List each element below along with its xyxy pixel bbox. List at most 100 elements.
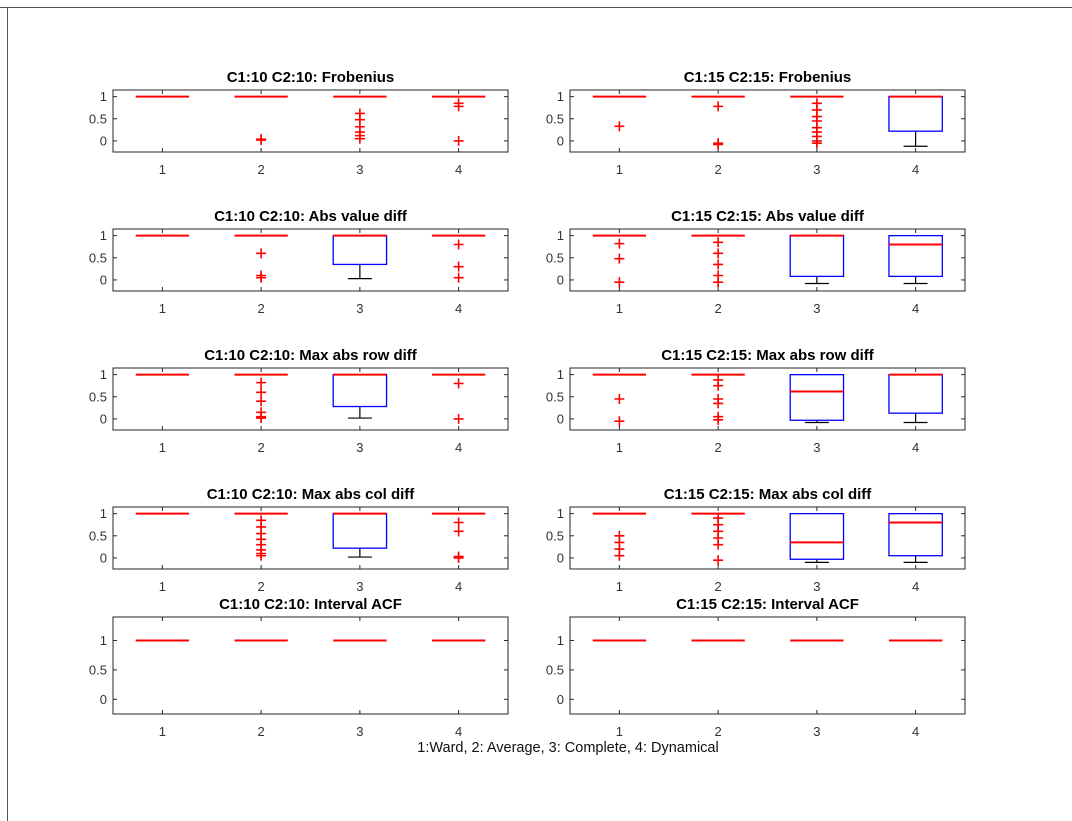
x-tick-label: 2: [715, 162, 722, 177]
box-group: [888, 234, 943, 285]
x-tick-label: 3: [356, 162, 363, 177]
outlier-marker: [256, 387, 267, 398]
outlier-marker: [614, 416, 625, 427]
box-group: [431, 373, 486, 424]
x-tick-label: 3: [813, 579, 820, 594]
outlier-marker: [713, 248, 724, 259]
boxplot-panel: C1:10 C2:10: Max abs col diff 0 0.5 1 1 2 3 4: [89, 486, 509, 594]
panel-title: C1:15 C2:15: Max abs col diff: [664, 486, 873, 503]
y-tick-label: 0: [557, 133, 564, 148]
x-tick-label: 2: [258, 579, 265, 594]
iqr-box: [888, 234, 943, 278]
box-group: [234, 512, 288, 561]
x-tick-label: 1: [616, 162, 623, 177]
y-tick-label: 1: [557, 228, 564, 243]
outlier-marker: [256, 248, 267, 259]
outlier-marker: [354, 133, 365, 144]
outlier-marker: [713, 139, 724, 150]
box-group: [431, 512, 486, 563]
outlier-marker: [713, 398, 724, 409]
box-group: [431, 234, 486, 283]
y-tick-label: 1: [557, 367, 564, 382]
outlier-marker: [256, 413, 267, 424]
y-tick-label: 1: [100, 506, 107, 521]
x-tick-label: 2: [258, 301, 265, 316]
axes-box: [112, 367, 509, 431]
box-group: [332, 512, 388, 558]
outlier-marker: [614, 253, 625, 264]
y-tick-label: 1: [557, 506, 564, 521]
axes-box: [112, 616, 509, 715]
y-tick-label: 0.5: [546, 250, 564, 265]
y-tick-label: 1: [557, 633, 564, 648]
x-tick-label: 1: [616, 579, 623, 594]
x-tick-label: 4: [455, 579, 462, 594]
axes-box: [569, 616, 966, 715]
x-tick-label: 2: [258, 162, 265, 177]
outlier-marker: [256, 272, 267, 283]
x-tick-label: 2: [715, 724, 722, 739]
y-tick-label: 1: [100, 367, 107, 382]
outlier-marker: [453, 135, 464, 146]
box-group: [332, 373, 388, 419]
outlier-marker: [256, 134, 267, 145]
box-group: [431, 95, 486, 146]
box-group: [234, 234, 288, 283]
x-tick-label: 1: [159, 579, 166, 594]
box-group: [691, 234, 745, 288]
box-group: [790, 95, 844, 149]
axes-box: [569, 89, 966, 153]
outlier-marker: [453, 552, 464, 563]
boxplot-panel: C1:10 C2:10: Frobenius 0 0.5 1 1 2 3 4: [89, 69, 509, 177]
y-tick-label: 0.5: [546, 111, 564, 126]
axes-box: [112, 228, 509, 292]
boxplot-panel: C1:15 C2:15: Max abs row diff 0 0.5 1 1 2 3 4: [546, 347, 966, 455]
panel-title: C1:15 C2:15: Frobenius: [684, 69, 852, 86]
axes-box: [112, 89, 509, 153]
y-tick-label: 0.5: [89, 250, 107, 265]
outlier-marker: [453, 272, 464, 283]
outlier-marker: [614, 550, 625, 561]
y-tick-label: 0.5: [546, 528, 564, 543]
axes-box: [112, 506, 509, 570]
axes-box: [569, 228, 966, 292]
boxplot-panel: C1:10 C2:10: Abs value diff 0 0.5 1 1 2 3 4: [89, 208, 509, 316]
y-tick-label: 0: [557, 272, 564, 287]
panel-title: C1:10 C2:10: Max abs col diff: [207, 486, 416, 503]
panel-title: C1:15 C2:15: Max abs row diff: [661, 347, 875, 364]
x-tick-label: 3: [813, 162, 820, 177]
box-group: [691, 95, 745, 150]
box-group: [888, 373, 943, 424]
axes-box: [569, 367, 966, 431]
outlier-marker: [713, 259, 724, 270]
boxplot-panel: C1:15 C2:15: Max abs col diff 0 0.5 1 1 2 3 4: [546, 486, 966, 594]
y-tick-label: 0: [557, 692, 564, 707]
outlier-marker: [614, 238, 625, 249]
box-group: [691, 512, 745, 566]
box-group: [592, 512, 647, 561]
y-tick-label: 1: [100, 228, 107, 243]
iqr-box: [888, 512, 943, 557]
panel-title: C1:15 C2:15: Interval ACF: [676, 596, 859, 613]
y-tick-label: 0.5: [89, 528, 107, 543]
x-tick-label: 4: [455, 440, 462, 455]
box-group: [332, 234, 388, 280]
y-tick-label: 0: [100, 692, 107, 707]
x-tick-label: 2: [258, 440, 265, 455]
x-tick-label: 4: [912, 579, 919, 594]
box-group: [789, 512, 845, 563]
outlier-marker: [713, 414, 724, 425]
outlier-marker: [713, 237, 724, 248]
y-tick-label: 0: [557, 550, 564, 565]
box-group: [234, 373, 288, 424]
x-tick-label: 4: [455, 301, 462, 316]
outlier-marker: [614, 121, 625, 132]
y-tick-label: 0.5: [546, 662, 564, 677]
x-tick-label: 1: [616, 440, 623, 455]
x-tick-label: 1: [159, 162, 166, 177]
iqr-box: [789, 373, 845, 421]
figure-caption: 1:Ward, 2: Average, 3: Complete, 4: Dyna…: [417, 740, 718, 756]
x-tick-label: 3: [813, 440, 820, 455]
x-tick-label: 4: [912, 440, 919, 455]
